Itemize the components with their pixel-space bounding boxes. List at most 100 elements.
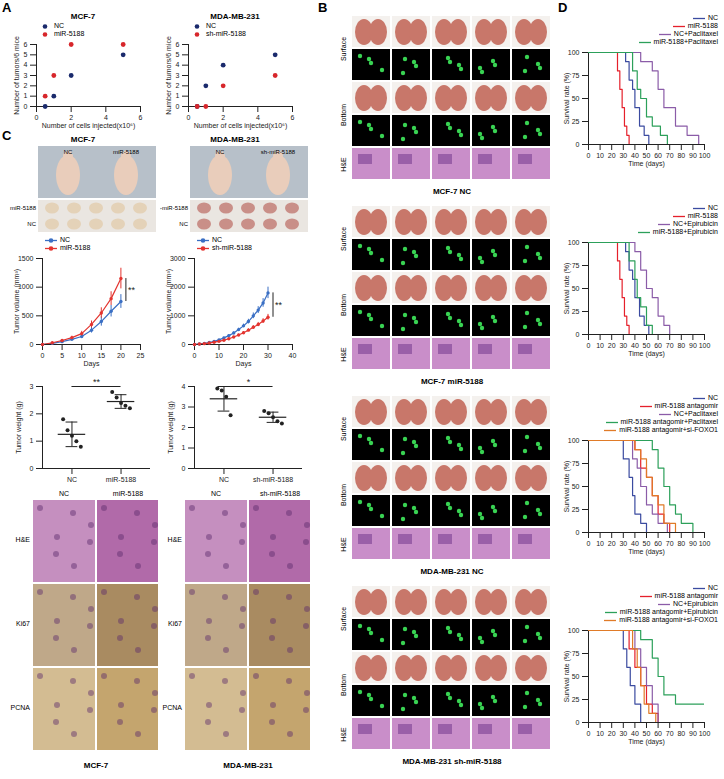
svg-text:5: 5 (60, 352, 64, 359)
svg-text:20: 20 (240, 352, 248, 359)
svg-text:6: 6 (291, 114, 295, 121)
svg-text:Days: Days (84, 360, 100, 368)
svg-text:sh-miR-5188: sh-miR-5188 (253, 476, 293, 483)
svg-text:50: 50 (643, 540, 651, 547)
svg-text:100: 100 (699, 540, 711, 547)
svg-text:2: 2 (69, 114, 73, 121)
svg-text:0: 0 (187, 114, 191, 121)
svg-text:10: 10 (596, 152, 604, 159)
svg-text:90: 90 (689, 540, 697, 547)
svg-text:90: 90 (689, 152, 697, 159)
svg-text:Surface: Surface (340, 227, 347, 251)
svg-text:PCNA: PCNA (11, 704, 31, 711)
svg-text:10: 10 (596, 730, 604, 737)
svg-text:75: 75 (572, 460, 580, 467)
svg-text:30: 30 (619, 540, 627, 547)
svg-text:Bottom: Bottom (340, 484, 347, 506)
svg-text:80: 80 (677, 152, 685, 159)
svg-text:50: 50 (643, 730, 651, 737)
svg-text:H&E: H&E (340, 727, 347, 742)
svg-text:50: 50 (572, 483, 580, 490)
svg-text:2: 2 (176, 82, 180, 89)
svg-text:Number of tumors/6 mice: Number of tumors/6 mice (165, 36, 172, 115)
svg-text:Surface: Surface (340, 607, 347, 631)
svg-text:50: 50 (643, 342, 651, 349)
svg-text:0: 0 (182, 465, 186, 472)
svg-text:Surface: Surface (340, 417, 347, 441)
svg-text:50: 50 (643, 152, 651, 159)
svg-text:100: 100 (699, 152, 711, 159)
svg-text:20: 20 (608, 730, 616, 737)
svg-text:*: * (247, 377, 251, 387)
svg-text:75: 75 (572, 262, 580, 269)
svg-text:4: 4 (256, 114, 260, 121)
svg-text:6: 6 (139, 114, 143, 121)
svg-text:Days: Days (236, 360, 252, 368)
svg-text:MCF-7: MCF-7 (84, 761, 109, 770)
svg-text:4: 4 (176, 61, 180, 68)
svg-text:80: 80 (677, 730, 685, 737)
svg-text:0: 0 (587, 540, 591, 547)
svg-text:0: 0 (30, 341, 34, 348)
svg-text:25: 25 (137, 352, 145, 359)
svg-text:0: 0 (576, 719, 580, 726)
svg-text:1: 1 (182, 444, 186, 451)
svg-text:80: 80 (677, 342, 685, 349)
svg-text:2: 2 (24, 82, 28, 89)
svg-text:Ki67: Ki67 (16, 620, 30, 627)
svg-text:**: ** (93, 377, 101, 387)
svg-text:0: 0 (576, 331, 580, 338)
svg-text:100: 100 (568, 49, 580, 56)
svg-text:NC: NC (64, 149, 73, 155)
svg-text:75: 75 (572, 650, 580, 657)
svg-text:Ki67: Ki67 (168, 620, 182, 627)
svg-text:2: 2 (221, 114, 225, 121)
svg-text:Bottom: Bottom (340, 104, 347, 126)
svg-text:30: 30 (619, 152, 627, 159)
svg-text:miR-5188: miR-5188 (113, 149, 140, 155)
svg-text:NC: NC (211, 490, 221, 497)
svg-text:15: 15 (97, 352, 105, 359)
svg-text:70: 70 (666, 152, 674, 159)
svg-text:Number of tumors/6 mice: Number of tumors/6 mice (13, 36, 20, 115)
svg-text:25: 25 (572, 506, 580, 513)
svg-text:Tumor volume (mm³): Tumor volume (mm³) (165, 269, 173, 334)
svg-text:10: 10 (215, 352, 223, 359)
svg-text:Number of cells injected(x10⁶): Number of cells injected(x10⁶) (194, 122, 288, 130)
svg-text:Tumor weight (g): Tumor weight (g) (15, 401, 23, 454)
svg-text:0: 0 (176, 103, 180, 110)
svg-text:NC: NC (59, 490, 69, 497)
svg-text:40: 40 (631, 730, 639, 737)
svg-text:3000: 3000 (170, 255, 186, 262)
svg-text:MDA-MB-231 sh-miR-5188: MDA-MB-231 sh-miR-5188 (402, 757, 502, 766)
svg-text:**: ** (128, 285, 136, 295)
svg-text:40: 40 (289, 352, 297, 359)
svg-text:60: 60 (654, 152, 662, 159)
svg-text:Time (days): Time (days) (628, 350, 665, 358)
svg-text:40: 40 (631, 342, 639, 349)
svg-text:Number of cells injected(x10⁶): Number of cells injected(x10⁶) (42, 122, 136, 130)
svg-text:5: 5 (176, 51, 180, 58)
svg-text:0: 0 (193, 352, 197, 359)
svg-text:1: 1 (30, 437, 34, 444)
svg-text:MDA-MB-231: MDA-MB-231 (223, 761, 273, 770)
svg-text:6: 6 (176, 41, 180, 48)
svg-text:1: 1 (176, 92, 180, 99)
svg-text:H&E: H&E (340, 347, 347, 362)
svg-text:90: 90 (689, 730, 697, 737)
svg-text:50: 50 (572, 95, 580, 102)
svg-text:MCF-7 NC: MCF-7 NC (433, 187, 471, 196)
svg-text:Tumor weight (g): Tumor weight (g) (167, 401, 175, 454)
svg-text:H&E: H&E (340, 157, 347, 172)
svg-text:25: 25 (572, 118, 580, 125)
svg-text:10: 10 (78, 352, 86, 359)
svg-text:H&E: H&E (168, 536, 183, 543)
svg-text:50: 50 (572, 285, 580, 292)
svg-text:MDA-MB-231 NC: MDA-MB-231 NC (420, 567, 483, 576)
svg-text:100: 100 (699, 730, 711, 737)
svg-text:5: 5 (24, 51, 28, 58)
svg-text:Time (days): Time (days) (628, 160, 665, 168)
svg-text:NC: NC (216, 149, 225, 155)
svg-text:25: 25 (572, 308, 580, 315)
svg-text:**: ** (275, 300, 283, 310)
